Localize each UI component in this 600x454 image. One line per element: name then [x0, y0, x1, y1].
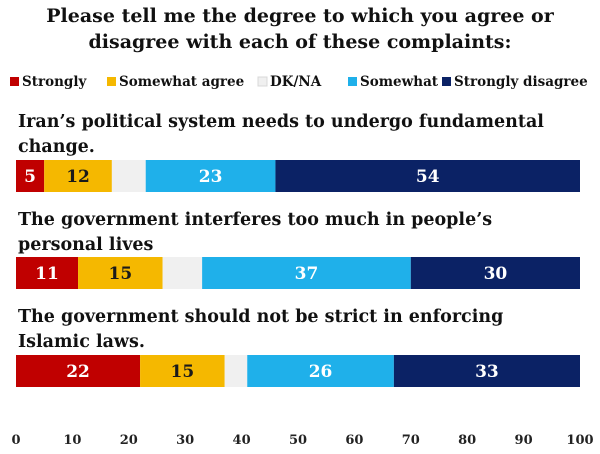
bar-segment [78, 257, 163, 289]
data-label: 15 [171, 362, 195, 382]
bar-segment [410, 257, 580, 289]
legend-item: Somewhat agree [107, 74, 244, 90]
x-tick-label: 0 [11, 433, 20, 448]
bar-segment [202, 257, 411, 289]
bar-segment [393, 355, 580, 387]
bar-segment [247, 355, 394, 387]
data-label: 26 [309, 362, 333, 382]
x-tick-label: 70 [402, 433, 420, 448]
legend-swatch [348, 77, 357, 86]
x-tick-label: 30 [176, 433, 194, 448]
x-tick-label: 20 [120, 433, 138, 448]
data-label: 37 [295, 264, 319, 284]
bar-segment [16, 160, 45, 192]
bar-segment [145, 160, 276, 192]
bar-segment [16, 355, 141, 387]
data-label: 23 [199, 167, 223, 187]
question-label: personal lives [18, 235, 154, 255]
x-tick-label: 10 [63, 433, 81, 448]
legend-item: DK/NA [257, 74, 322, 90]
legend-swatch [257, 76, 268, 87]
x-tick-label: 50 [289, 433, 307, 448]
bar-segment [275, 160, 580, 192]
question-label: change. [18, 137, 95, 157]
legend-label: Strongly [22, 74, 87, 90]
chart-title-line: disagree with each of these complaints: [89, 31, 512, 53]
bar-segment [162, 257, 203, 289]
bar-segment [44, 160, 112, 192]
bar-segment [16, 257, 79, 289]
data-label: 11 [35, 264, 59, 284]
chart-title-line: Please tell me the degree to which you a… [46, 5, 554, 27]
data-label: 22 [66, 362, 90, 382]
question-label: The government interferes too much in pe… [18, 210, 492, 230]
chart-row: Iran’s political system needs to undergo… [16, 112, 580, 192]
legend-item: Strongly [10, 74, 87, 90]
data-label: 15 [109, 264, 133, 284]
legend-swatch [107, 77, 116, 86]
data-label: 5 [24, 167, 36, 187]
x-tick-label: 100 [566, 433, 593, 448]
chart-rows: Iran’s political system needs to undergo… [16, 112, 580, 387]
x-tick-label: 80 [458, 433, 476, 448]
legend-label: Somewhat agree [119, 74, 244, 90]
bar-segment [140, 355, 225, 387]
legend-label: Somewhat [360, 74, 439, 90]
x-tick-label: 40 [233, 433, 251, 448]
legend-swatch [442, 77, 451, 86]
question-label: The government should not be strict in e… [18, 307, 503, 327]
legend-item: Strongly disagree [442, 74, 588, 90]
chart-title: Please tell me the degree to which you a… [46, 5, 554, 53]
question-label: Islamic laws. [18, 332, 145, 352]
x-axis: 0 10 20 30 40 50 60 70 80 90 100 [11, 433, 593, 448]
question-label: Iran’s political system needs to undergo… [18, 112, 544, 132]
data-label: 54 [416, 167, 440, 187]
data-label: 12 [66, 167, 90, 187]
legend-item: Somewhat [348, 74, 439, 90]
data-label: 30 [484, 264, 508, 284]
x-tick-label: 90 [515, 433, 533, 448]
bar-segment [224, 355, 248, 387]
chart-row: The government interferes too much in pe… [16, 210, 580, 289]
chart-legend: Strongly Somewhat agree DK/NA Somewhat Stron… [10, 74, 588, 90]
legend-label: DK/NA [270, 74, 322, 90]
data-label: 33 [475, 362, 499, 382]
x-tick-label: 60 [345, 433, 363, 448]
chart-row: The government should not be strict in e… [16, 307, 580, 387]
bar-segment [111, 160, 146, 192]
legend-label: Strongly disagree [454, 74, 588, 90]
legend-swatch [10, 77, 19, 86]
